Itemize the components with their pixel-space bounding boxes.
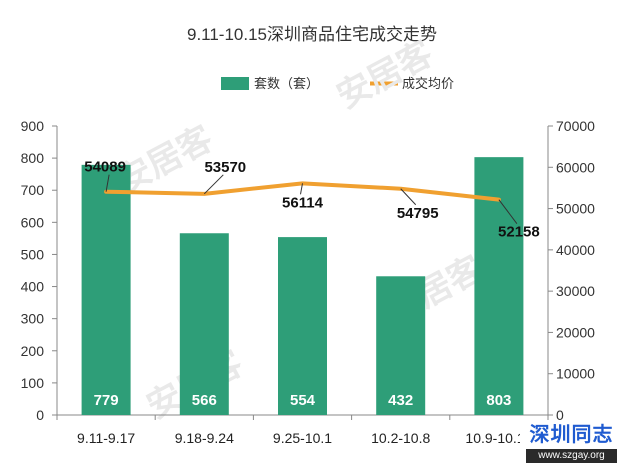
line-label-leader <box>105 174 110 192</box>
y-left-tick-label: 400 <box>21 279 45 295</box>
bar-series <box>81 157 524 416</box>
y-left-tick-label: 200 <box>21 343 45 359</box>
x-tick-label: 10.9-10.15 <box>465 430 532 446</box>
watermark-text: 安居客 <box>330 34 438 116</box>
bar-value-label: 803 <box>486 392 511 409</box>
data-labels: 779 566 554 432 803 54089 53570 56114 54795 52158 <box>84 159 540 409</box>
bar-value-label: 554 <box>290 392 316 409</box>
bar-value-label: 432 <box>388 392 413 409</box>
y-right-tick-label: 0 <box>556 407 564 423</box>
y-right-tick-label: 50000 <box>556 201 595 217</box>
line-value-label: 54089 <box>84 159 126 176</box>
y-right-tick-label: 70000 <box>556 118 595 134</box>
y-right-tick-label: 30000 <box>556 283 595 299</box>
line-value-label: 56114 <box>282 194 324 211</box>
x-tick-label: 9.18-9.24 <box>175 430 234 446</box>
site-badge: 深圳同志 www.szgay.org <box>520 423 623 467</box>
y-left-tick-label: 500 <box>21 246 45 262</box>
chart-title: 9.11-10.15深圳商品住宅成交走势 <box>187 25 437 44</box>
bar-value-label: 779 <box>94 392 119 409</box>
bar-value-label: 566 <box>192 392 217 409</box>
y-left-tick-label: 900 <box>21 118 45 134</box>
y-left-tick-label: 700 <box>21 182 45 198</box>
line-label-leader <box>498 199 518 224</box>
bar <box>278 237 327 415</box>
y-left-tick-label: 0 <box>36 407 44 423</box>
y-right-tick-label: 40000 <box>556 242 595 258</box>
line-label-leader <box>300 183 303 195</box>
bar <box>179 233 229 415</box>
bar <box>376 276 426 415</box>
site-badge-title: 深圳同志 <box>529 424 614 446</box>
legend: 套数（套） 成交均价 <box>221 76 454 91</box>
y-left-tick-label: 600 <box>21 214 45 230</box>
site-badge-url: www.szgay.org <box>526 449 617 463</box>
y-left-tick-label: 300 <box>21 311 45 327</box>
line-label-leader <box>400 188 417 206</box>
line-value-label: 54795 <box>397 205 439 222</box>
y-right-tick-label: 10000 <box>556 366 595 382</box>
legend-label-line: 成交均价 <box>402 76 454 91</box>
y-left-tick-label: 100 <box>21 375 45 391</box>
x-tick-label: 9.25-10.1 <box>273 430 332 446</box>
legend-label-bar: 套数（套） <box>254 76 319 91</box>
x-tick-label: 10.2-10.8 <box>371 430 430 446</box>
y-right-tick-label: 20000 <box>556 324 595 340</box>
y-left-tick-label: 800 <box>21 150 45 166</box>
line-label-leader <box>203 174 224 195</box>
line-value-label: 52158 <box>498 224 540 241</box>
bar <box>81 164 131 415</box>
legend-swatch-bar <box>221 77 249 90</box>
line-value-label: 53570 <box>204 159 246 176</box>
y-right-tick-label: 60000 <box>556 159 595 175</box>
x-tick-label: 9.11-9.17 <box>77 430 135 446</box>
axes: 0 100 200 300 400 500 600 700 800 900 0 10000 20000 3… <box>21 118 596 446</box>
